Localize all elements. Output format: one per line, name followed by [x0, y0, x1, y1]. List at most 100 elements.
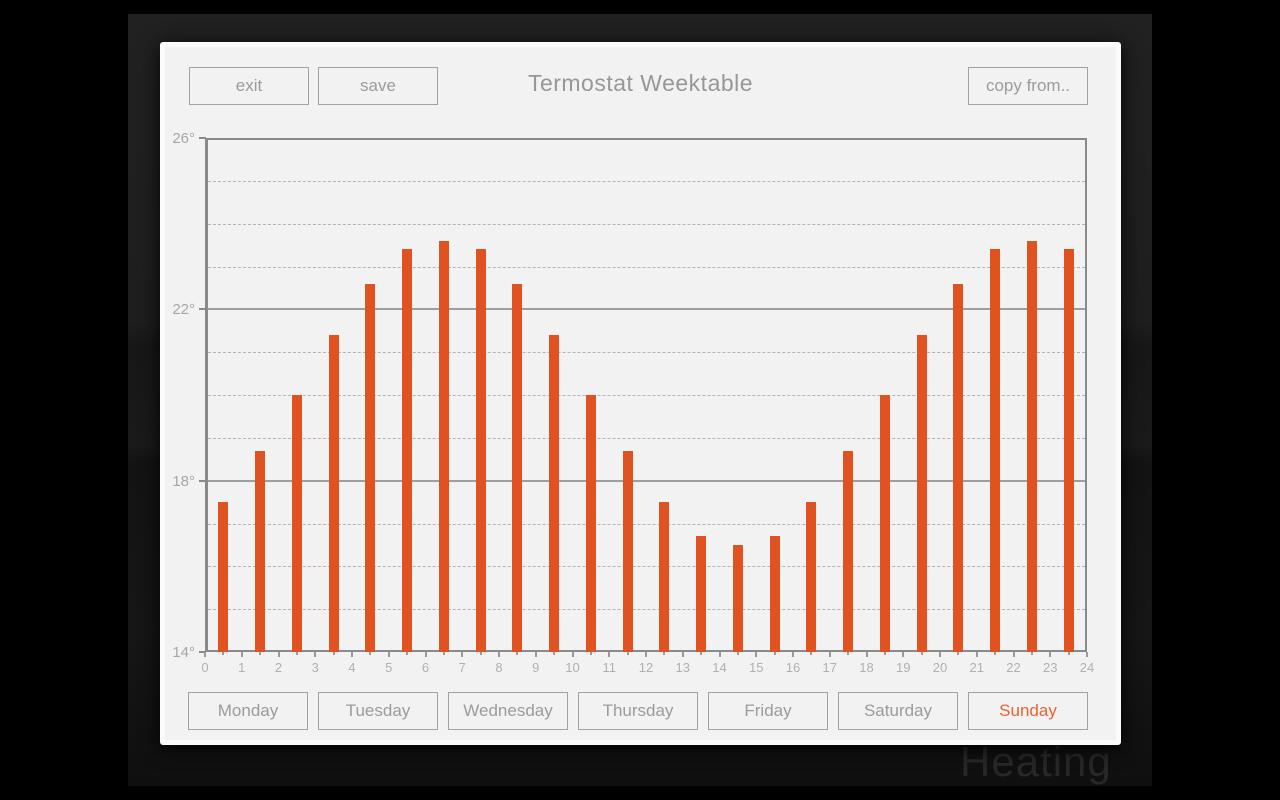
x-axis-label-2: 2 [274, 660, 283, 675]
x-axis-tick-17 [828, 652, 831, 657]
gridline-minor-19 [208, 437, 1085, 439]
x-axis-label-15: 15 [749, 660, 764, 675]
x-axis-minor-tick-2.5 [295, 652, 298, 655]
x-axis-tick-10 [571, 652, 574, 657]
x-axis-label-3: 3 [311, 660, 319, 675]
x-axis-tick-20 [939, 652, 941, 657]
x-axis-label-16: 16 [785, 660, 801, 675]
x-axis-label-11: 11 [602, 660, 617, 675]
temp-bar-hour-9[interactable] [549, 335, 560, 652]
chart-frame-bottom [205, 650, 1087, 652]
x-axis-minor-tick-7.5 [479, 652, 482, 655]
x-axis-tick-15 [755, 652, 758, 657]
x-axis-label-10: 10 [565, 660, 580, 675]
temp-bar-hour-18[interactable] [879, 395, 890, 652]
x-axis-tick-19 [902, 652, 905, 657]
day-button-friday[interactable]: Friday [708, 692, 828, 730]
exit-button[interactable]: exit [189, 67, 309, 105]
temp-bar-hour-12[interactable] [659, 502, 670, 652]
x-axis-label-5: 5 [385, 660, 393, 675]
temp-bar-hour-14[interactable] [732, 544, 743, 652]
temp-bar-hour-11[interactable] [622, 450, 633, 652]
x-axis-label-9: 9 [532, 660, 540, 675]
x-axis-minor-tick-3.5 [332, 652, 335, 655]
x-axis-minor-tick-6.5 [442, 652, 445, 655]
x-axis-tick-7 [461, 652, 464, 657]
x-axis-minor-tick-12.5 [663, 652, 666, 655]
x-axis-minor-tick-19.5 [920, 652, 923, 655]
save-button[interactable]: save [318, 67, 438, 105]
gridline-major-18 [208, 479, 1085, 482]
plot-area [205, 138, 1087, 652]
temp-bar-hour-6[interactable] [438, 240, 449, 652]
x-axis-tick-0 [204, 652, 206, 657]
temp-bar-hour-15[interactable] [769, 536, 780, 652]
temp-bar-hour-10[interactable] [585, 395, 596, 652]
gridline-minor-17 [208, 523, 1085, 525]
temp-bar-hour-7[interactable] [475, 249, 486, 652]
y-axis-label-22: 22° [172, 301, 195, 319]
x-axis-label-1: 1 [238, 660, 246, 675]
day-button-saturday[interactable]: Saturday [838, 692, 958, 730]
x-axis-tick-8 [498, 652, 500, 657]
x-axis-label-19: 19 [896, 660, 911, 675]
temp-bar-hour-0[interactable] [218, 502, 229, 652]
temp-bar-hour-3[interactable] [328, 335, 339, 652]
temp-bar-hour-4[interactable] [365, 283, 376, 652]
x-axis-minor-tick-22.5 [1030, 652, 1033, 655]
temp-bar-hour-5[interactable] [402, 249, 413, 652]
dialog-title: Termostat Weektable [527, 70, 754, 96]
temp-bar-hour-8[interactable] [512, 283, 523, 652]
y-axis-tick-26 [199, 137, 206, 139]
y-axis-label-14: 14° [172, 644, 195, 661]
x-axis-label-7: 7 [458, 660, 466, 675]
x-axis-tick-24 [1086, 652, 1088, 657]
x-axis-tick-12 [645, 652, 647, 657]
temp-bar-hour-21[interactable] [990, 249, 1001, 652]
temp-bar-hour-2[interactable] [291, 395, 302, 652]
x-axis-tick-9 [534, 652, 537, 657]
temp-bar-hour-17[interactable] [843, 450, 854, 652]
x-axis-tick-5 [387, 652, 390, 657]
x-axis-label-18: 18 [859, 660, 874, 675]
gridline-minor-24 [208, 223, 1085, 225]
background-app-title: Heating [960, 738, 1112, 785]
gridline-major-22 [208, 308, 1085, 311]
x-axis-tick-13 [681, 652, 684, 657]
x-axis-minor-tick-0.5 [222, 652, 225, 655]
thermostat-weektable-dialog: exit save Termostat Weektable copy from.… [160, 42, 1121, 745]
y-axis-tick-18 [199, 479, 206, 482]
x-axis-tick-16 [792, 652, 794, 657]
x-axis-minor-tick-13.5 [700, 652, 703, 655]
day-button-wednesday[interactable]: Wednesday [448, 692, 568, 730]
x-axis-minor-tick-11.5 [626, 652, 629, 655]
x-axis-tick-6 [424, 652, 427, 657]
gridline-minor-23 [208, 266, 1085, 268]
temp-bar-hour-16[interactable] [806, 502, 817, 652]
x-axis-tick-18 [865, 652, 868, 657]
temp-bar-hour-1[interactable] [255, 450, 266, 652]
x-axis-minor-tick-14.5 [736, 652, 739, 655]
x-axis-label-17: 17 [822, 660, 837, 675]
temp-bar-hour-20[interactable] [953, 283, 964, 652]
x-axis-minor-tick-16.5 [810, 652, 813, 655]
x-axis-label-23: 23 [1043, 660, 1058, 675]
x-axis-tick-2 [277, 652, 280, 657]
temp-bar-hour-22[interactable] [1026, 240, 1037, 652]
x-axis-tick-14 [718, 652, 721, 657]
x-axis-label-0: 0 [201, 660, 209, 675]
temp-bar-hour-23[interactable] [1063, 249, 1074, 652]
x-axis-minor-tick-4.5 [369, 652, 372, 655]
temp-bar-hour-13[interactable] [696, 536, 707, 652]
gridline-minor-20 [208, 395, 1085, 396]
chart-frame-top [205, 138, 1087, 140]
day-button-monday[interactable]: Monday [188, 692, 308, 730]
x-axis-tick-3 [314, 652, 317, 657]
chart-frame-right [1085, 138, 1087, 652]
temp-bar-hour-19[interactable] [916, 335, 927, 652]
x-axis-label-14: 14 [712, 660, 727, 675]
copy-from-button[interactable]: copy from.. [968, 67, 1088, 105]
day-button-thursday[interactable]: Thursday [578, 692, 698, 730]
day-button-sunday[interactable]: Sunday [968, 692, 1088, 730]
day-button-tuesday[interactable]: Tuesday [318, 692, 438, 730]
